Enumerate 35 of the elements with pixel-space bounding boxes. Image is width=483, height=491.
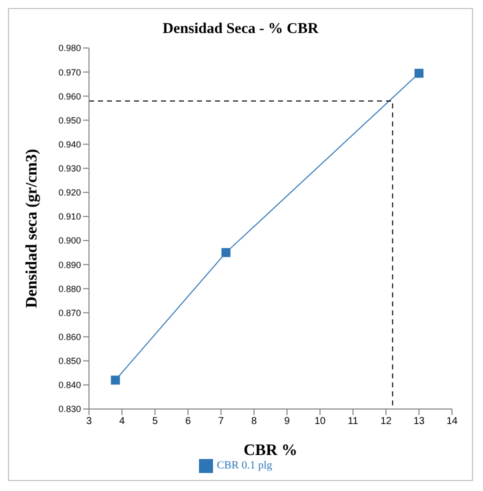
y-tick-label: 0.870 [58,308,81,318]
x-axis-title: CBR % [244,442,298,459]
y-tick-label: 0.860 [58,332,81,342]
x-tick-label: 6 [185,416,192,428]
y-tick-label: 0.980 [58,43,81,54]
point [110,376,120,385]
y-tick-label: 0.880 [58,284,81,294]
y-tick-label: 0.930 [58,164,81,174]
x-tick-label: 4 [119,416,126,428]
y-tick-label: 0.960 [58,91,81,102]
x-tick-label: 11 [348,416,359,428]
y-tick-label: 0.830 [58,404,81,414]
x-tick-label: 5 [152,416,158,428]
y-tick-label: 0.950 [58,115,81,126]
x-tick-label: 12 [380,416,392,428]
x-tick-label: 7 [218,416,224,428]
y-tick-label: 0.890 [58,260,81,270]
x-tick-label: 8 [251,416,258,428]
x-tick-label: 9 [284,416,290,428]
y-tick-label: 0.840 [58,380,81,390]
x-tick-label: 3 [86,416,92,428]
y-axis-title: Densidad seca (gr/cm3) [24,148,41,308]
y-tick-label: 0.900 [58,236,81,246]
chart-title: Densidad Seca - % CBR [162,21,320,38]
y-tick-label: 0.920 [58,188,81,198]
point [414,68,424,78]
x-tick-label: 13 [413,416,425,428]
y-tick-label: 0.940 [58,139,81,150]
legend-label: CBR 0.1 plg [216,460,272,472]
point [221,248,230,258]
y-tick-label: 0.970 [58,67,81,78]
x-tick-label: 10 [314,416,326,428]
x-tick-label: 14 [446,416,458,428]
y-tick-label: 0.910 [58,212,81,222]
y-tick-label: 0.850 [58,356,81,366]
